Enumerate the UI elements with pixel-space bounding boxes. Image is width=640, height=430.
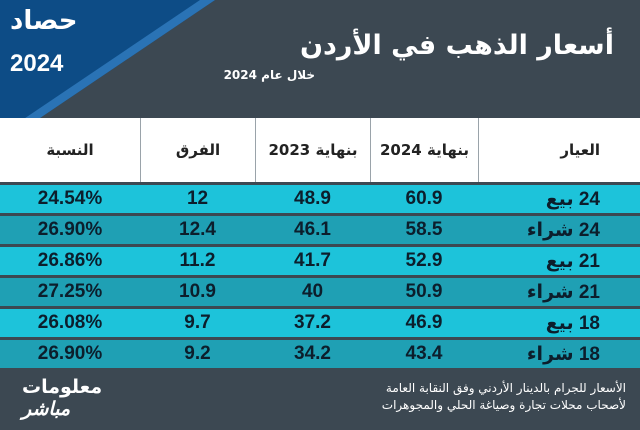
table-cell: 43.4	[405, 343, 443, 364]
table-cell: 10.9	[179, 281, 216, 302]
table-cell: 58.5	[405, 219, 443, 240]
table-cell: 27.25%	[37, 281, 103, 302]
table-cell: 46.1	[294, 219, 331, 240]
table-cell: 21 شراء	[526, 281, 600, 303]
table-cell: 26.86%	[37, 250, 103, 271]
header-row: العيار بنهاية 2024 بنهاية 2023 الفرق النسبة	[0, 118, 640, 182]
badge-background	[0, 0, 215, 145]
table-cell: 18 شراء	[526, 343, 600, 365]
table-row: 21 بيع 52.9 41.7 11.2 26.86%	[0, 247, 640, 275]
table-cell: 21 بيع	[545, 250, 600, 272]
table-cell: 46.9	[405, 312, 443, 333]
table-cell: 26.90%	[37, 219, 103, 240]
logo: معلومات مباشر	[22, 376, 102, 420]
table-cell: 34.2	[294, 343, 331, 364]
table-row: 21 شراء 50.9 40 10.9 27.25%	[0, 278, 640, 306]
table-cell: 24.54%	[37, 188, 103, 209]
badge-word: حصاد	[10, 6, 78, 36]
table-cell: 9.2	[184, 343, 211, 364]
logo-line: معلومات	[22, 376, 103, 398]
table-row: 18 شراء 43.4 34.2 9.2 26.90%	[0, 340, 640, 368]
table-cell: 12	[186, 188, 209, 209]
subtitle: خلال عام 2024	[223, 68, 315, 82]
table-cell: 24 بيع	[545, 188, 600, 210]
column-header: النسبة	[46, 141, 94, 159]
table-cell: 40	[301, 281, 324, 302]
table-cell: 37.2	[294, 312, 331, 333]
column-header: العيار	[478, 118, 640, 182]
footnote-line: لأصحاب محلات تجارة وصياغة الحلي والمجوهر…	[381, 398, 626, 412]
table-row: 24 بيع 60.9 48.9 12 24.54%	[0, 185, 640, 213]
footnote-line: الأسعار للجرام بالدينار الأردني وفق النق…	[385, 381, 626, 395]
table-cell: 26.08%	[37, 312, 103, 333]
table-cell: 50.9	[405, 281, 443, 302]
logo-line: مباشر	[22, 398, 71, 420]
table-cell: 12.4	[179, 219, 216, 240]
footnote: الأسعار للجرام بالدينار الأردني وفق النق…	[382, 380, 626, 414]
table-cell: 52.9	[405, 250, 443, 271]
table-row: 18 بيع 46.9 37.2 9.7 26.08%	[0, 309, 640, 337]
column-header: بنهاية 2023	[255, 118, 370, 182]
badge-edge	[0, 0, 215, 145]
badge-year: 2024	[10, 50, 64, 77]
table-cell: 26.90%	[37, 343, 103, 364]
title: أسعار الذهب في الأردن	[299, 30, 614, 61]
price-table: العيار بنهاية 2024 بنهاية 2023 الفرق النسبة 2…	[0, 118, 640, 368]
table-cell: 11.2	[179, 250, 216, 271]
table-cell: 24 شراء	[526, 219, 600, 241]
column-header: بنهاية 2024	[370, 118, 478, 182]
table-cell: 9.7	[184, 312, 211, 333]
table-cell: 41.7	[294, 250, 331, 271]
table-cell: 18 بيع	[545, 312, 600, 334]
table-row: 24 شراء 58.5 46.1 12.4 26.90%	[0, 216, 640, 244]
table-cell: 48.9	[294, 188, 331, 209]
column-header: الفرق	[140, 118, 255, 182]
table-cell: 60.9	[405, 188, 443, 209]
